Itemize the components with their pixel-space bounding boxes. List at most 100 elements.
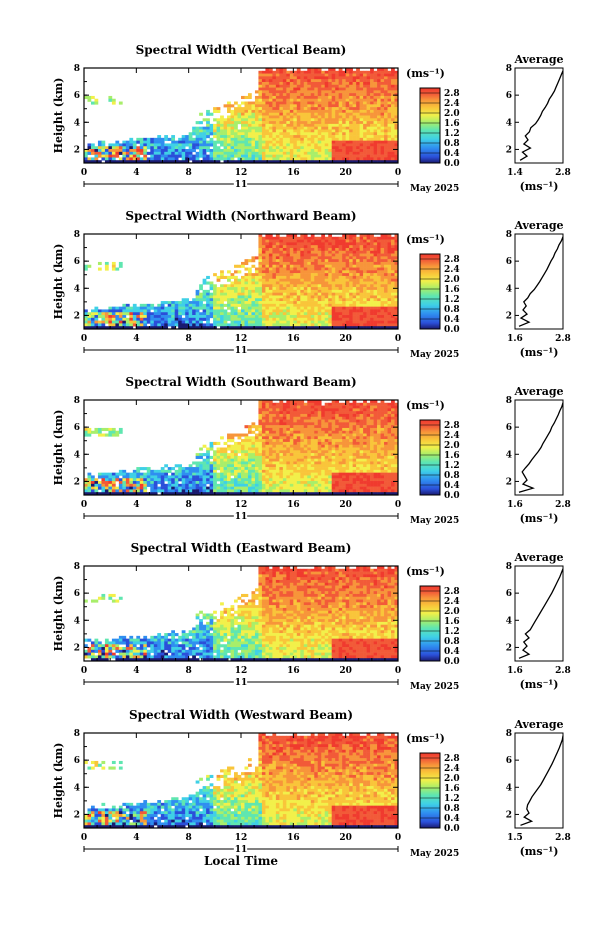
heatmap-cell: [254, 90, 259, 94]
heatmap-cell: [136, 146, 141, 150]
heatmap-cell: [199, 140, 203, 144]
heatmap-cell: [289, 157, 294, 161]
heatmap-cell: [216, 455, 221, 459]
heatmap-cell: [227, 475, 231, 479]
heatmap-cell: [303, 273, 308, 277]
heatmap-cell: [335, 157, 339, 161]
heatmap-cell: [293, 112, 298, 116]
heatmap-cell: [104, 427, 109, 432]
heatmap-cell: [139, 467, 144, 471]
heatmap-cell: [268, 261, 273, 266]
heatmap-cell: [234, 140, 238, 144]
heatmap-cell: [359, 284, 364, 288]
heatmap-cell: [303, 301, 308, 305]
heatmap-cell: [188, 151, 193, 155]
heatmap-cell: [394, 137, 399, 141]
heatmap-cell: [125, 483, 130, 487]
heatmap-cell: [223, 132, 228, 136]
heatmap-cell: [265, 472, 270, 476]
heatmap-cell: [293, 253, 298, 257]
heatmap-cell: [289, 242, 294, 246]
heatmap-cell: [345, 303, 350, 307]
heatmap-cell: [352, 107, 357, 111]
heatmap-cell: [171, 486, 176, 490]
heatmap-cell: [223, 295, 228, 299]
heatmap-cell: [384, 126, 388, 130]
heatmap-cell: [282, 312, 287, 316]
heatmap-cell: [84, 430, 88, 434]
heatmap-cell: [258, 298, 263, 302]
heatmap-cell: [300, 84, 305, 88]
heatmap-cell: [272, 326, 277, 330]
heatmap-cell: [241, 461, 245, 465]
heatmap-cell: [366, 87, 371, 91]
heatmap-cell: [331, 259, 336, 263]
heatmap-cell: [272, 270, 277, 274]
heatmap-cell: [227, 287, 231, 291]
heatmap-cell: [307, 90, 312, 94]
heatmap-cell: [331, 306, 336, 310]
heatmap-cell: [261, 458, 266, 462]
heatmap-cell: [314, 247, 319, 252]
heatmap-cell: [391, 140, 395, 144]
heatmap-cell: [349, 118, 353, 122]
heatmap-cell: [160, 157, 165, 161]
heatmap-cell: [321, 295, 326, 299]
heatmap-cell: [335, 135, 339, 139]
heatmap-cell: [356, 151, 360, 155]
heatmap-cell: [307, 149, 312, 153]
heatmap-cell: [352, 73, 357, 77]
heatmap-cell: [265, 408, 270, 412]
heatmap-cell: [227, 118, 231, 122]
heatmap-cell: [359, 306, 364, 310]
heatmap-cell: [129, 317, 134, 321]
heatmap-cell: [146, 478, 151, 482]
heatmap-cell: [90, 309, 95, 313]
heatmap-cell: [310, 247, 315, 252]
colorbar-tick-label: 0.0: [444, 325, 460, 335]
heatmap-cell: [251, 478, 256, 482]
heatmap-cell: [300, 320, 305, 324]
average-title: Average: [513, 53, 563, 66]
heatmap-cell: [213, 298, 217, 302]
heatmap-cell: [254, 151, 259, 155]
heatmap-cell: [265, 303, 270, 307]
heatmap-cell: [275, 427, 280, 432]
heatmap-cell: [310, 160, 315, 164]
heatmap-cell: [314, 250, 319, 254]
heatmap-cell: [366, 323, 371, 327]
heatmap-cell: [160, 301, 165, 305]
heatmap-cell: [331, 79, 336, 83]
heatmap-cell: [275, 253, 280, 257]
heatmap-cell: [317, 247, 322, 252]
heatmap-cell: [356, 126, 360, 130]
heatmap-cell: [209, 441, 214, 445]
heatmap-cell: [286, 115, 291, 119]
heatmap-cell: [265, 112, 270, 116]
heatmap-cell: [310, 236, 315, 240]
heatmap-cell: [241, 444, 245, 448]
heatmap-cell: [328, 259, 333, 263]
heatmap-cell: [223, 317, 228, 321]
heatmap-cell: [324, 242, 329, 246]
heatmap-cell: [342, 301, 346, 305]
y-tick-label: 4: [74, 118, 80, 128]
heatmap-cell: [370, 275, 374, 279]
heatmap-cell: [286, 121, 291, 125]
heatmap-cell: [237, 461, 242, 465]
heatmap-cell: [247, 483, 252, 487]
heatmap-cell: [279, 259, 284, 263]
heatmap-cell: [247, 447, 252, 451]
heatmap-cell: [244, 309, 249, 313]
heatmap-cell: [328, 146, 333, 150]
heatmap-cell: [356, 270, 360, 274]
heatmap-cell: [286, 320, 291, 324]
heatmap-cell: [275, 264, 280, 268]
heatmap-cell: [254, 320, 259, 324]
heatmap-cell: [349, 98, 353, 102]
heatmap-cell: [118, 483, 123, 487]
heatmap-cell: [213, 146, 217, 150]
heatmap-cell: [115, 140, 120, 144]
heatmap-cell: [192, 320, 196, 324]
heatmap-cell: [289, 112, 294, 116]
